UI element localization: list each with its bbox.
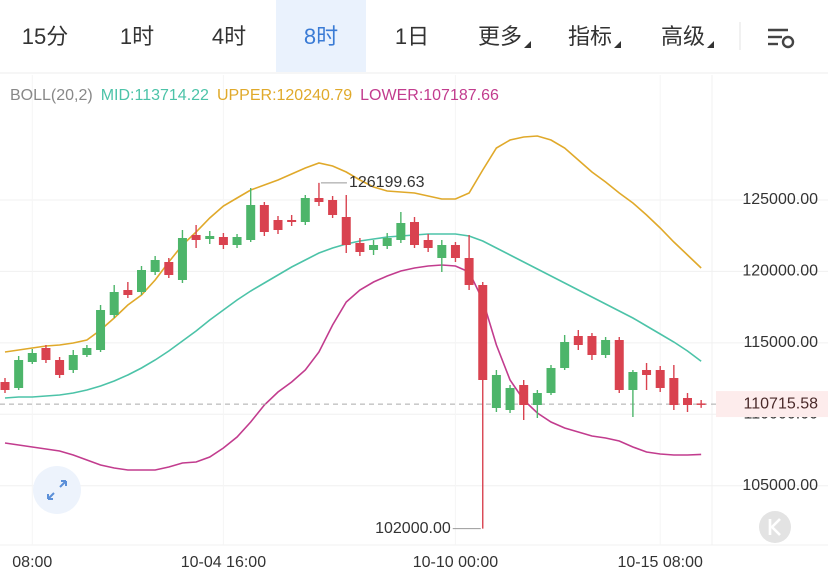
candle-body: [519, 385, 529, 405]
annotation-label: 126199.63: [349, 174, 425, 191]
band-line: [4, 264, 702, 471]
candle-body: [96, 310, 106, 350]
candle-body: [232, 237, 242, 245]
legend-entry: UPPER:120240.79: [217, 87, 352, 104]
back-button[interactable]: [759, 511, 791, 543]
candle-body: [696, 403, 706, 405]
candle-body: [55, 360, 65, 375]
candle-body: [300, 198, 310, 222]
tab[interactable]: 高级: [661, 24, 705, 49]
legend-entry: MID:113714.22: [101, 87, 209, 104]
y-tick-label: 120000.00: [742, 263, 818, 280]
tab[interactable]: 15分: [22, 24, 68, 49]
candle-body: [573, 336, 583, 345]
dropdown-caret: [707, 41, 714, 48]
candle-body: [314, 198, 324, 202]
tab[interactable]: 指标: [568, 24, 612, 49]
candle-body: [287, 220, 297, 222]
candle-body: [410, 222, 419, 245]
candle-body: [273, 220, 283, 230]
dropdown-caret: [614, 41, 621, 48]
expand-button[interactable]: [33, 466, 81, 514]
candle-body: [14, 360, 24, 388]
candle-body: [109, 292, 119, 315]
candle-body: [41, 348, 51, 360]
last-price-box: [716, 391, 828, 418]
tab-bar: 15分 1时 4时 8时 1日 更多 指标 高级: [22, 0, 714, 72]
candle-body: [164, 262, 174, 275]
candle-body: [137, 270, 146, 292]
candle-body: [205, 236, 215, 239]
candle-body: [328, 200, 338, 215]
candle-body: [123, 290, 133, 295]
band-line: [4, 233, 702, 399]
y-tick-label: 105000.00: [742, 477, 818, 494]
candle-body: [532, 393, 542, 405]
tab[interactable]: 更多: [478, 24, 522, 49]
x-tick-label: 10-10 00:00: [413, 554, 499, 571]
x-tick-label: 10-15 08:00: [617, 554, 703, 571]
candle-body: [0, 382, 10, 390]
candle-body: [369, 245, 379, 250]
dropdown-caret: [524, 41, 531, 48]
candle-body: [655, 370, 665, 388]
candle-body: [82, 348, 92, 355]
candle-body: [259, 205, 269, 232]
candle-body: [191, 235, 201, 240]
candle-body: [218, 237, 228, 245]
candle-body: [505, 388, 515, 410]
legend-entry: BOLL(20,2): [10, 87, 93, 104]
x-tick-label: 10-04 16:00: [181, 554, 267, 571]
candle-body: [642, 370, 652, 375]
candle-body: [478, 285, 488, 380]
candle-body: [464, 258, 474, 285]
tab[interactable]: 4时: [212, 24, 246, 49]
annotation-label: 102000.00: [375, 520, 451, 537]
candle-body: [27, 353, 37, 362]
candle-body: [423, 240, 433, 248]
candle-body: [491, 375, 501, 408]
candle-body: [396, 223, 406, 240]
tab-highlight: [276, 0, 366, 72]
y-tick-label: 125000.00: [742, 191, 818, 208]
candle-body: [614, 340, 624, 390]
tab[interactable]: 8时: [304, 24, 338, 49]
settings-icon[interactable]: [768, 28, 795, 49]
candle-body: [355, 243, 365, 252]
candle-body: [560, 342, 570, 368]
candle-body: [246, 205, 256, 240]
tab[interactable]: 1时: [120, 24, 154, 49]
candle-body: [587, 336, 597, 355]
legend-entry: LOWER:107187.66: [360, 87, 499, 104]
candle-body: [628, 372, 638, 390]
band-line: [4, 135, 702, 353]
candle-body: [437, 245, 447, 258]
tab[interactable]: 1日: [395, 24, 429, 49]
last-price-label: 110715.58: [744, 395, 819, 412]
candle-body: [68, 355, 78, 370]
x-tick-label: 08:00: [12, 554, 52, 571]
candle-body: [601, 340, 611, 355]
candle-body: [150, 260, 160, 272]
candle-body: [341, 217, 351, 245]
candle-body: [450, 245, 460, 258]
candle-body: [546, 368, 556, 393]
candle-body: [177, 238, 187, 280]
candle-body: [382, 238, 392, 246]
y-tick-label: 115000.00: [744, 334, 819, 351]
candle-body: [669, 378, 679, 405]
candle-body: [683, 398, 692, 405]
